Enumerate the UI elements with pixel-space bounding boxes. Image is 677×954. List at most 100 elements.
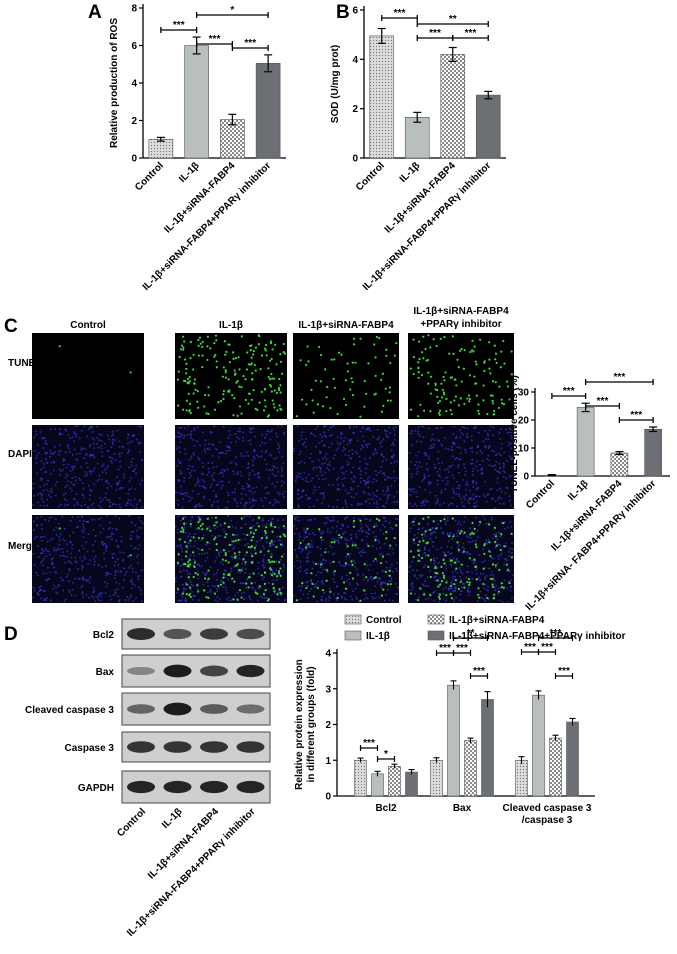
tunel-positive-cell <box>197 406 200 409</box>
dapi-nucleus <box>196 477 199 480</box>
dapi-nucleus <box>444 477 447 479</box>
dapi-nucleus <box>58 450 60 453</box>
dapi-nucleus <box>358 551 361 554</box>
dapi-nucleus <box>308 473 310 476</box>
bar <box>405 771 418 797</box>
dapi-nucleus <box>393 477 395 479</box>
dapi-nucleus <box>101 543 104 545</box>
dapi-nucleus <box>492 426 495 429</box>
dapi-nucleus <box>41 478 43 480</box>
dapi-nucleus <box>280 485 283 487</box>
dapi-nucleus <box>115 527 117 530</box>
dapi-nucleus <box>35 571 38 574</box>
dapi-nucleus <box>226 468 229 471</box>
dapi-nucleus <box>314 486 316 488</box>
dapi-nucleus <box>319 452 321 455</box>
dapi-nucleus <box>328 588 331 590</box>
dapi-nucleus <box>254 435 257 438</box>
dapi-nucleus <box>360 477 363 479</box>
dapi-nucleus <box>351 598 353 601</box>
tunel-positive-cell <box>251 555 254 558</box>
tunel-positive-cell <box>249 344 252 348</box>
dapi-nucleus <box>213 472 215 474</box>
dapi-nucleus <box>179 519 182 522</box>
dapi-nucleus <box>239 502 242 504</box>
dapi-nucleus <box>372 492 374 494</box>
dapi-nucleus <box>226 445 228 448</box>
dapi-nucleus <box>42 589 45 592</box>
dapi-nucleus <box>307 498 310 500</box>
tunel-positive-cell <box>277 572 281 575</box>
dapi-nucleus <box>428 447 431 450</box>
dapi-nucleus <box>458 472 460 474</box>
tunel-positive-cell <box>236 563 239 566</box>
dapi-nucleus <box>353 432 355 434</box>
dapi-nucleus <box>92 502 95 505</box>
dapi-nucleus <box>497 587 500 589</box>
tunel-positive-cell <box>279 591 282 594</box>
tunel-positive-cell <box>333 540 336 544</box>
dapi-nucleus <box>375 480 378 482</box>
dapi-nucleus <box>337 541 340 543</box>
tunel-positive-cell <box>268 561 272 564</box>
dapi-nucleus <box>500 586 502 589</box>
tunel-positive-cell <box>329 406 332 410</box>
dapi-nucleus <box>105 571 107 574</box>
dapi-nucleus <box>320 532 322 535</box>
tunel-positive-cell <box>264 529 267 533</box>
tunel-positive-cell <box>253 546 256 549</box>
dapi-nucleus <box>69 561 71 563</box>
dapi-nucleus <box>368 443 371 445</box>
dapi-nucleus <box>68 447 70 450</box>
dapi-nucleus <box>418 486 421 488</box>
dapi-nucleus <box>101 592 103 594</box>
dapi-nucleus <box>58 505 61 508</box>
dapi-nucleus <box>336 539 339 541</box>
dapi-nucleus <box>375 548 378 550</box>
tunel-positive-cell <box>494 358 497 361</box>
tunel-positive-cell <box>477 593 480 596</box>
dapi-nucleus <box>478 524 480 527</box>
dapi-nucleus <box>308 457 311 459</box>
dapi-nucleus <box>78 477 80 480</box>
dapi-nucleus <box>427 481 430 483</box>
dapi-nucleus <box>95 595 97 598</box>
tunel-positive-cell <box>502 339 505 343</box>
dapi-nucleus <box>80 447 83 449</box>
dapi-nucleus <box>86 473 88 475</box>
tunel-positive-cell <box>177 404 180 407</box>
tunel-positive-cell <box>267 367 270 370</box>
dapi-nucleus <box>385 458 388 461</box>
dapi-nucleus <box>275 560 278 563</box>
dapi-nucleus <box>55 591 57 594</box>
tunel-positive-cell <box>352 343 356 346</box>
dapi-nucleus <box>283 566 285 569</box>
dapi-nucleus <box>391 527 394 530</box>
tunel-positive-cell <box>456 541 459 544</box>
tunel-positive-cell <box>475 394 478 397</box>
dapi-nucleus <box>138 443 140 445</box>
dapi-nucleus <box>335 539 337 542</box>
dapi-nucleus <box>456 560 459 563</box>
dapi-nucleus <box>90 472 92 475</box>
dapi-nucleus <box>93 563 96 566</box>
tunel-positive-cell <box>442 574 446 577</box>
dapi-nucleus <box>191 516 194 518</box>
dapi-nucleus <box>364 531 367 533</box>
dapi-nucleus <box>277 501 280 504</box>
tunel-positive-cell <box>312 595 315 598</box>
dapi-nucleus <box>511 489 514 491</box>
dapi-nucleus <box>72 468 74 471</box>
dapi-nucleus <box>262 519 265 522</box>
dapi-nucleus <box>357 574 360 577</box>
dapi-nucleus <box>49 452 52 454</box>
tunel-positive-cell <box>500 585 504 589</box>
dapi-nucleus <box>350 533 352 536</box>
dapi-nucleus <box>114 459 117 461</box>
dapi-nucleus <box>242 431 244 434</box>
dapi-nucleus <box>81 529 83 532</box>
tunel-positive-cell <box>421 351 424 354</box>
dapi-nucleus <box>255 544 257 547</box>
bar <box>354 759 367 797</box>
dapi-nucleus <box>138 441 140 444</box>
